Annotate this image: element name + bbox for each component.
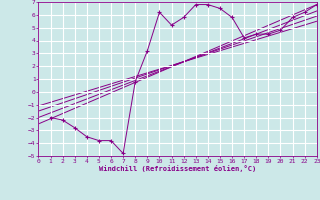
X-axis label: Windchill (Refroidissement éolien,°C): Windchill (Refroidissement éolien,°C) [99, 165, 256, 172]
